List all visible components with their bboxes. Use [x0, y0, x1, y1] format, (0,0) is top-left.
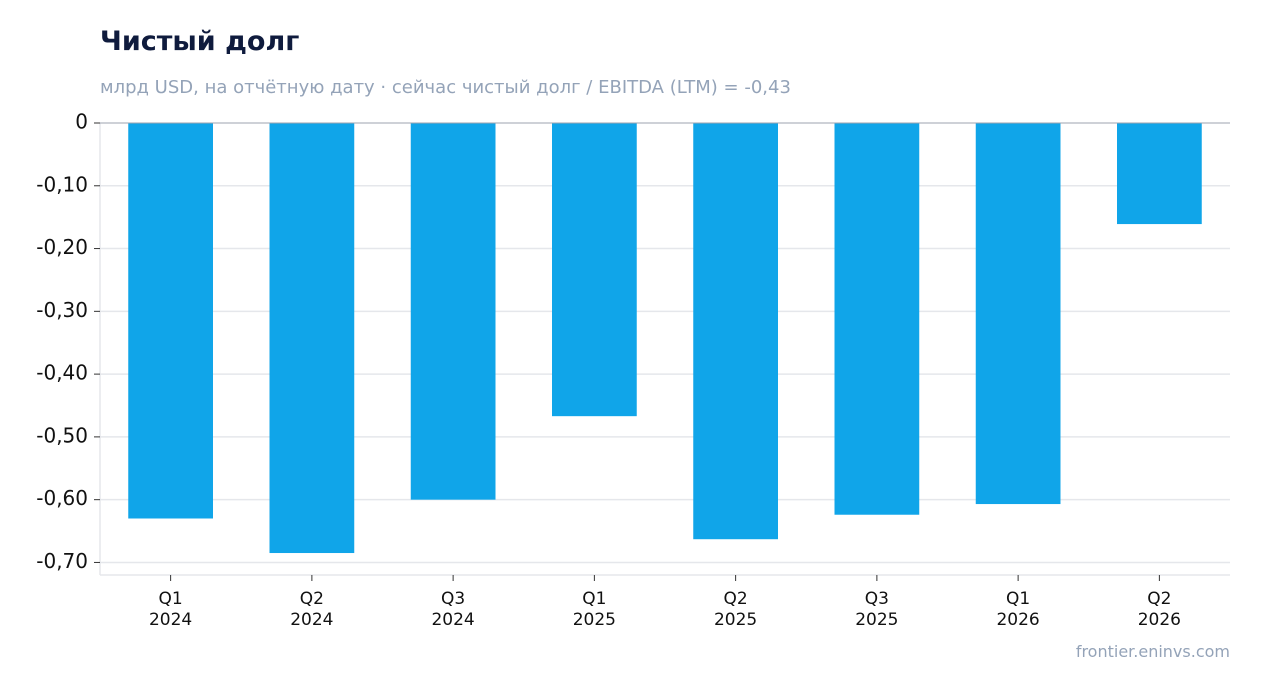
x-tick-label: Q3 2025: [855, 589, 898, 630]
x-tick-label: Q2 2026: [1138, 589, 1181, 630]
x-tick-label: Q2 2025: [714, 589, 757, 630]
y-tick-label: -0,10: [36, 172, 88, 196]
y-tick-label: -0,70: [36, 549, 88, 573]
y-tick-label: -0,40: [36, 361, 88, 385]
bar[interactable]: [1117, 123, 1202, 225]
bars: [128, 123, 1202, 554]
axes: 0 -0,10 -0,20 -0,30 -0,40 -0,50 -0,60 -0,70 Q1 20…: [36, 110, 1230, 630]
x-tick-label: Q1 2024: [149, 589, 192, 630]
source-link[interactable]: frontier.eninvs.com: [1075, 642, 1230, 661]
bar[interactable]: [269, 123, 355, 554]
y-tick-label: -0,60: [36, 486, 88, 510]
chart-title: Чистый долг: [100, 26, 300, 57]
chart-subtitle: млрд USD, на отчётную дату · сейчас чист…: [100, 77, 791, 98]
bar[interactable]: [410, 123, 496, 500]
bar[interactable]: [128, 123, 213, 519]
y-tick-label: -0,20: [36, 235, 88, 259]
bar[interactable]: [975, 123, 1061, 505]
y-tick-label: -0,50: [36, 423, 88, 447]
y-tick-label: 0: [75, 110, 88, 134]
bar[interactable]: [552, 123, 637, 417]
x-tick-label: Q2 2024: [290, 589, 333, 630]
x-tick-label: Q1 2026: [996, 589, 1039, 630]
x-tick-label: Q1 2025: [573, 589, 616, 630]
bar[interactable]: [834, 123, 920, 515]
bar[interactable]: [693, 123, 778, 540]
x-tick-label: Q3 2024: [431, 589, 474, 630]
y-tick-label: -0,30: [36, 298, 88, 322]
